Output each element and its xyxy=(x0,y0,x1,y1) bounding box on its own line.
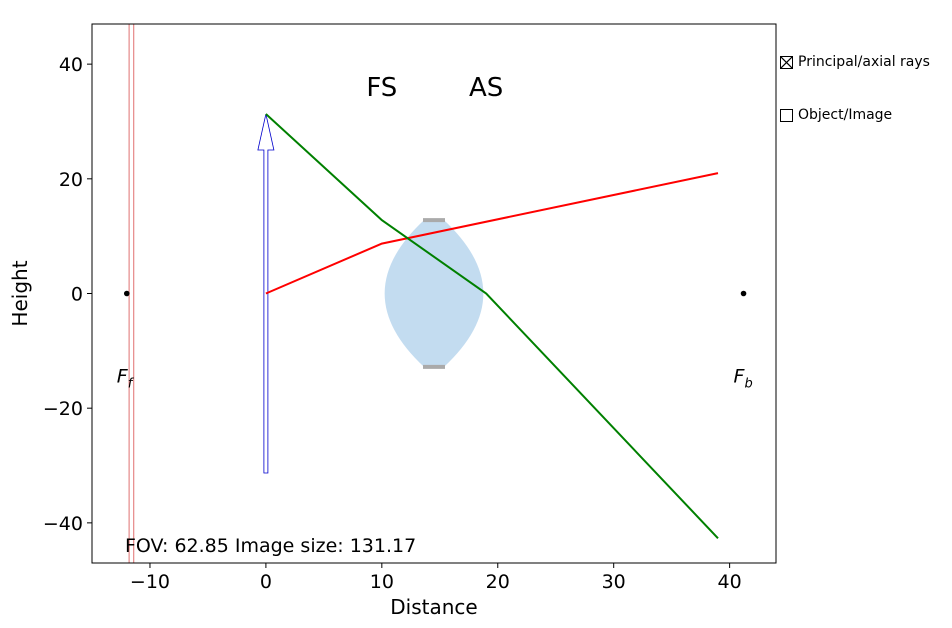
object-image-checkbox[interactable]: Object/Image xyxy=(780,107,892,123)
object-image-label: Object/Image xyxy=(798,107,893,123)
principal-ray xyxy=(265,113,719,539)
y-tick-label: 40 xyxy=(59,54,83,76)
checkbox-checked-icon[interactable] xyxy=(780,55,793,69)
y-tick-label: 20 xyxy=(59,169,83,191)
focal-point-b xyxy=(740,290,747,297)
lens-shape xyxy=(384,220,484,367)
x-axis-label: Distance xyxy=(390,595,477,619)
focal-label-f: Ff xyxy=(117,365,135,391)
principal-rays-label: Principal/axial rays xyxy=(798,54,930,70)
stop-label-as: AS xyxy=(469,73,503,103)
y-tick-label: −40 xyxy=(43,513,83,535)
object-arrow xyxy=(257,113,275,474)
y-tick-label: 0 xyxy=(71,284,83,306)
focal-label-b: Fb xyxy=(734,365,753,391)
x-tick-label: 30 xyxy=(602,571,626,593)
x-tick-label: 20 xyxy=(486,571,510,593)
x-tick-label: 0 xyxy=(260,571,272,593)
y-axis-label: Height xyxy=(8,260,32,326)
checkbox-unchecked-icon[interactable] xyxy=(780,108,793,122)
x-tick-label: −10 xyxy=(130,571,170,593)
fov-text: FOV: 62.85 Image size: 131.17 xyxy=(125,535,416,557)
principal-rays-checkbox[interactable]: Principal/axial rays xyxy=(780,54,930,70)
y-tick-label: −20 xyxy=(43,398,83,420)
axial-ray xyxy=(265,172,719,295)
stop-label-fs: FS xyxy=(366,73,397,103)
x-tick-label: 40 xyxy=(718,571,742,593)
x-tick-label: 10 xyxy=(370,571,394,593)
focal-point-f xyxy=(123,290,130,297)
